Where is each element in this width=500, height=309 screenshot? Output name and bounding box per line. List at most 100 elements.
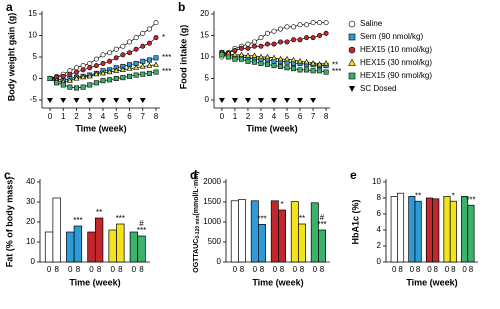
dose-marker [113, 98, 120, 103]
point [87, 82, 93, 88]
x-tick-label: 8 [154, 112, 159, 121]
significance: *** [332, 67, 341, 76]
point [153, 61, 159, 67]
x-tick-label: 8 [451, 265, 456, 274]
significance: # [139, 219, 144, 228]
point [323, 30, 329, 36]
significance: *** [137, 226, 146, 235]
x-tick-label: 0 [253, 265, 258, 274]
x-axis-label: Time (week) [75, 123, 126, 133]
point [140, 43, 146, 49]
point [100, 70, 106, 76]
x-tick-label: 8 [398, 265, 403, 274]
y-tick-label: 0 [31, 257, 36, 266]
x-axis-label: Time (week) [406, 277, 457, 287]
point [245, 45, 251, 51]
point [238, 45, 244, 51]
point [251, 52, 258, 58]
y-tick-label: 5 [205, 74, 210, 83]
point [93, 80, 99, 86]
bar [298, 223, 306, 263]
bar [66, 231, 75, 263]
dose-marker [310, 98, 317, 103]
point [100, 60, 106, 66]
x-tick-label: 6 [298, 112, 303, 121]
x-tick-label: 8 [97, 265, 102, 274]
point [80, 84, 86, 90]
point [278, 63, 284, 69]
y-tick-label: 1500 [203, 197, 221, 206]
x-tick-label: 0 [445, 265, 450, 274]
point [120, 43, 126, 49]
x-tick-label: 4 [272, 112, 277, 121]
point [264, 53, 271, 60]
significance: *** [317, 220, 326, 229]
x-axis-label: Time (week) [252, 277, 303, 287]
legend-label: HEX15 (30 nmol/kg) [360, 58, 432, 67]
x-tick-label: 3 [88, 112, 93, 121]
x-tick-label: 8 [76, 265, 81, 274]
point [133, 72, 139, 78]
dose-marker [271, 98, 277, 103]
bar [108, 229, 117, 263]
point [133, 46, 139, 52]
point [127, 73, 133, 79]
y-tick-label: 1000 [203, 217, 221, 226]
y-axis-label: OGTTAUC0-120 min(mmol/L·min) [193, 171, 201, 273]
point [80, 73, 87, 80]
y-tick-label: 10 [28, 31, 37, 40]
legend-marker [349, 86, 355, 92]
x-tick-label: 0 [293, 265, 298, 274]
y-axis-label: Body weight gain (g) [6, 13, 16, 102]
y-axis-label: Fat (% of body mass) [4, 177, 14, 268]
bar [318, 229, 326, 263]
legend-label: SC Dosed [360, 84, 396, 93]
point [73, 65, 79, 71]
dose-marker [257, 98, 264, 103]
point [119, 66, 126, 72]
bar [390, 196, 398, 263]
x-tick-label: 8 [469, 265, 474, 274]
legend-marker [348, 58, 356, 66]
bar [238, 199, 246, 263]
bar [397, 192, 405, 263]
point [310, 68, 316, 74]
point [113, 46, 119, 52]
point [245, 58, 251, 64]
bar [290, 201, 299, 263]
x-tick-label: 8 [139, 265, 144, 274]
point [258, 53, 264, 60]
x-tick-label: 8 [416, 265, 421, 274]
x-tick-label: 0 [132, 265, 137, 274]
point [153, 55, 159, 61]
x-tick-label: 0 [48, 112, 53, 121]
panel-letter: d [190, 168, 197, 182]
x-tick-label: 8 [54, 265, 59, 274]
point [93, 63, 99, 69]
x-axis-label: Time (week) [246, 123, 297, 133]
x-tick-label: 7 [141, 112, 146, 121]
point [60, 73, 66, 79]
point [238, 51, 245, 57]
point [113, 55, 119, 61]
point [304, 35, 310, 41]
panel-letter: c [4, 168, 11, 182]
x-tick-label: 7 [311, 112, 316, 121]
x-tick-label: 0 [110, 265, 115, 274]
point [73, 85, 79, 91]
dose-marker [284, 98, 291, 103]
point [113, 76, 119, 82]
x-tick-label: 0 [392, 265, 397, 274]
bar [449, 200, 457, 263]
bar [425, 197, 433, 263]
point [127, 39, 133, 45]
dose-marker [60, 98, 67, 103]
y-tick-label: 10 [200, 52, 209, 61]
point [140, 71, 146, 77]
point [264, 61, 270, 67]
point [107, 58, 113, 64]
point [238, 56, 244, 62]
bar [467, 204, 475, 263]
point [310, 20, 316, 26]
bar [230, 200, 239, 263]
